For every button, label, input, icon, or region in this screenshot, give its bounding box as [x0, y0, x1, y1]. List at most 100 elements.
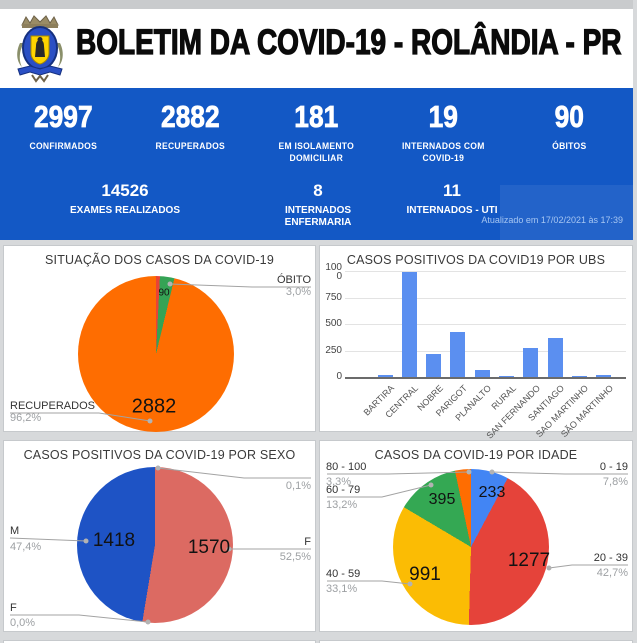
- chart-panel-idade: CASOS DA COVID-19 POR IDADE 233 1277 991…: [319, 440, 633, 632]
- gridline-1000: [345, 271, 626, 272]
- chart-panel-ubs: CASOS POSITIVOS DA COVID19 POR UBS 0 250 5…: [319, 245, 633, 441]
- stat-confirmados: 2997 CONFIRMADOS: [0, 99, 127, 165]
- stat-uti: 11 INTERNADOS - UTI: [377, 182, 527, 217]
- chart-panel-situacao: SITUAÇÃO DOS CASOS DA COVID-19 90 2882 Ó…: [3, 245, 316, 432]
- slice-label-40-59: 40 - 59: [326, 568, 360, 580]
- bar-NOBRE: [426, 354, 442, 377]
- stat-label: INTERNADOS COM COVID-19: [401, 141, 485, 164]
- charts-grid: SITUAÇÃO DOS CASOS DA COVID-19 90 2882 Ó…: [0, 240, 637, 643]
- right-margin-strip: [633, 0, 637, 643]
- slice-percent-f: 52,5%: [280, 551, 311, 563]
- slice-percent-m: 47,4%: [10, 541, 41, 553]
- slice-value-recuperados: 2882: [131, 395, 177, 418]
- slice-value-m: 1418: [92, 530, 136, 551]
- stat-value: 181: [294, 99, 339, 134]
- gridline-250: [345, 350, 626, 352]
- stats-bar: 2997 CONFIRMADOS 2882 RECUPERADOS 181 EM…: [0, 88, 633, 240]
- stat-value: 14526: [101, 181, 149, 200]
- slice-label-f0: F: [10, 602, 17, 614]
- chart-title: SITUAÇÃO DOS CASOS DA COVID-19: [45, 253, 274, 267]
- chart-title: CASOS DA COVID-19 POR IDADE: [374, 448, 578, 462]
- stat-label: CONFIRMADOS: [29, 141, 98, 152]
- slice-percent: 3,0%: [285, 286, 311, 298]
- slice-value-f: 1570: [187, 537, 231, 558]
- slice-value-60-79: 395: [428, 491, 456, 508]
- y-axis-tick: 100 0: [325, 262, 342, 282]
- stat-value: 90: [555, 99, 585, 134]
- stat-value: 2997: [33, 99, 93, 134]
- idade-pie-chart: [393, 469, 549, 625]
- slice-percent-40-59: 33,1%: [326, 583, 357, 595]
- slice-percent: 7,8%: [602, 476, 628, 488]
- slice-label-m: M: [10, 525, 19, 537]
- stat-obitos: 90 ÓBITOS: [506, 99, 633, 165]
- chart-panel-sexo: CASOS POSITIVOS DA COVID-19 POR SEXO 141…: [3, 440, 316, 632]
- slice-percent-60-79: 13,2%: [326, 499, 357, 511]
- bar-SANTIAGO: [547, 338, 563, 377]
- slice-name: 40 - 59: [326, 568, 361, 580]
- situacao-pie-chart: [78, 276, 234, 432]
- stat-label: EM ISOLAMENTO DOMICILIAR: [278, 141, 355, 164]
- bar-SÃO MARTINHO: [596, 375, 612, 377]
- gridline-500: [345, 324, 626, 325]
- slice-percent: 47,4%: [10, 541, 42, 553]
- slice-value-obito: 90: [158, 287, 170, 299]
- gridline-0: [345, 377, 626, 379]
- bar-PARIGOT: [450, 332, 466, 377]
- slice-name: 80 - 100: [326, 461, 367, 473]
- slice-label-recuperados: RECUPERADOS 96,2%: [10, 400, 95, 424]
- last-updated-text: Atualizado em 17/02/2021 às 17:39: [481, 215, 623, 225]
- slice-value-0-19: 233: [478, 484, 506, 501]
- slice-name: F: [304, 536, 311, 548]
- y-axis-tick: 250: [325, 344, 342, 356]
- slice-percent: 42,7%: [596, 567, 628, 579]
- bar-SAO MARTINHO: [571, 376, 587, 377]
- ubs-bar-chart: 0 250 500 750 100 0 BARTIRA CENTRAL NOBRE PARIGO…: [320, 246, 632, 441]
- updated-box: [500, 185, 633, 240]
- slice-label-obito: ÓBITO 3,0%: [277, 274, 311, 298]
- chart-title: CASOS POSITIVOS DA COVID19 POR UBS: [346, 253, 606, 267]
- report-title: BOLETIM DA COVID-19 - ROLÂNDIA - PR: [75, 22, 622, 62]
- slice-percent-80-100: 3,3%: [326, 476, 351, 488]
- slice-label-80-100: 80 - 100: [326, 461, 366, 473]
- report-header: BOLETIM DA COVID-19 - ROLÂNDIA - PR: [0, 9, 633, 88]
- slice-name: ÓBITO: [276, 274, 311, 286]
- slice-percent: 0,1%: [285, 480, 311, 492]
- stat-value: 8: [313, 181, 323, 200]
- slice-label-0-19: 0 - 19: [600, 461, 628, 473]
- slice-percent: 0,0%: [10, 617, 36, 629]
- slice-name: 20 - 39: [593, 552, 628, 564]
- stat-value: 11: [443, 181, 461, 200]
- stat-recuperados: 2882 RECUPERADOS: [127, 99, 254, 165]
- chart-title: CASOS POSITIVOS DA COVID-19 POR SEXO: [23, 448, 296, 462]
- slice-label-60-79: 60 - 79: [326, 484, 360, 496]
- slice-label-f: F: [304, 536, 311, 548]
- slice-name: 60 - 79: [326, 484, 361, 496]
- stat-internados-covid: 19 INTERNADOS COM COVID-19: [380, 99, 507, 165]
- slice-name: RECUPERADOS: [10, 400, 95, 412]
- stat-enfermaria: 8 INTERNADOS ENFERMARIA: [243, 182, 393, 229]
- slice-percent-0-19: 7,8%: [603, 476, 628, 488]
- bar-CENTRAL: [401, 272, 417, 377]
- next-panel-stub-left: [3, 640, 316, 643]
- stat-value: 2882: [160, 99, 220, 134]
- slice-label-20-39: 20 - 39: [594, 552, 628, 564]
- bar-PLANALTO: [474, 370, 490, 377]
- stats-row-1: 2997 CONFIRMADOS 2882 RECUPERADOS 181 EM…: [0, 99, 633, 165]
- sexo-pie-chart: [77, 467, 233, 623]
- slice-percent: 52,5%: [279, 551, 311, 563]
- stat-value: 19: [428, 99, 458, 134]
- y-axis-tick: 750: [325, 291, 342, 303]
- slice-value-40-59: 991: [409, 564, 441, 585]
- bar-SAN FERNANDO: [523, 348, 539, 377]
- slice-percent: 13,2%: [326, 499, 358, 511]
- stat-label: ÓBITOS: [552, 141, 587, 152]
- slice-percent-f0: 0,0%: [10, 617, 35, 629]
- y-axis-tick: 0: [336, 371, 342, 382]
- stat-isolamento: 181 EM ISOLAMENTO DOMICILIAR: [253, 99, 380, 165]
- slice-name: 0 - 19: [599, 461, 628, 473]
- top-margin-strip: [0, 0, 637, 9]
- gridline-750: [345, 297, 626, 299]
- slice-percent: 33,1%: [326, 583, 358, 595]
